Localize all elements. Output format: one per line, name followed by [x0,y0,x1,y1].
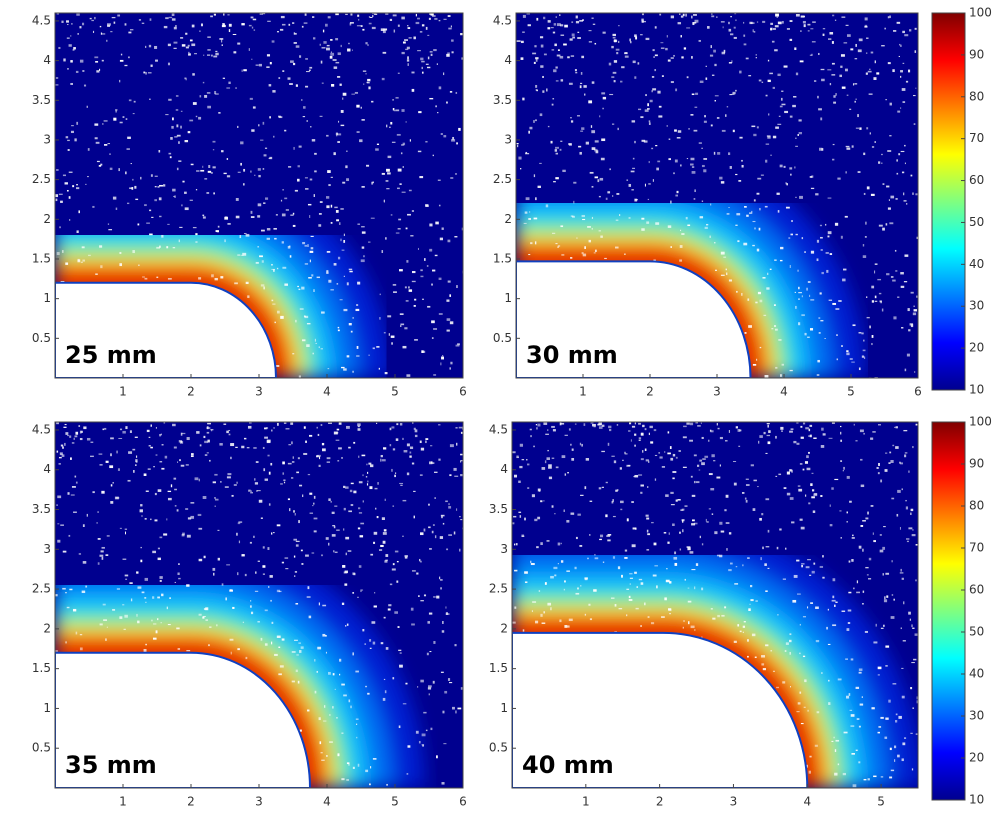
colorbar-tick-label: 80 [969,89,984,103]
x-tick-label: 2 [656,795,664,809]
colorbar-tick-label: 50 [969,625,984,639]
y-tick-label: 3 [43,132,51,146]
y-tick-label: 3.5 [32,502,51,516]
x-tick-label: 6 [459,385,467,399]
y-tick-label: 2 [504,212,512,226]
panel [516,13,920,380]
y-tick-label: 1.5 [32,251,51,265]
panel-label: 35 mm [65,751,157,779]
x-tick-label: 4 [323,385,331,399]
panel-label: 40 mm [522,751,614,779]
panel-label: 30 mm [526,341,618,369]
colorbar-tick-label: 40 [969,667,984,681]
panel [55,13,467,381]
colorbar-tick-label: 50 [969,215,984,229]
colorbar-tick-label: 30 [969,709,984,723]
colorbar-tick-label: 70 [969,541,984,555]
y-tick-label: 2.5 [32,172,51,186]
y-tick-label: 3 [504,132,512,146]
colorbar-tick-label: 10 [969,383,984,397]
x-tick-label: 6 [914,385,922,399]
x-tick-label: 3 [730,795,738,809]
y-tick-label: 4 [43,462,51,476]
y-tick-label: 1.5 [489,661,508,675]
x-tick-label: 1 [582,795,590,809]
colorbar-tick-label: 20 [969,341,984,355]
panel [512,422,922,790]
y-tick-label: 0.5 [32,331,51,345]
y-tick-label: 2.5 [32,582,51,596]
y-tick-label: 1 [43,291,51,305]
y-tick-label: 2.5 [493,172,512,186]
colorbar-tick-label: 40 [969,257,984,271]
y-tick-label: 3 [43,542,51,556]
colorbar-tick-label: 80 [969,499,984,513]
y-tick-label: 4.5 [493,13,512,27]
x-tick-label: 5 [847,385,855,399]
colorbar-tick-label: 30 [969,299,984,313]
colorbar-tick-label: 20 [969,751,984,765]
x-tick-label: 1 [119,385,127,399]
x-tick-label: 3 [713,385,721,399]
x-tick-label: 4 [803,795,811,809]
y-tick-label: 0.5 [493,331,512,345]
y-tick-label: 2 [500,621,508,635]
panel [55,422,467,789]
y-tick-label: 4.5 [489,422,508,436]
y-tick-label: 0.5 [489,741,508,755]
y-tick-label: 1 [43,701,51,715]
y-tick-label: 4 [500,462,508,476]
colorbar-tick-label: 90 [969,47,984,61]
x-tick-label: 1 [119,795,127,809]
y-tick-label: 1.5 [32,661,51,675]
x-tick-label: 6 [459,795,467,809]
colorbar-tick-label: 70 [969,131,984,145]
y-tick-label: 1.5 [493,251,512,265]
y-tick-label: 3.5 [489,502,508,516]
x-tick-label: 5 [391,385,399,399]
y-tick-label: 2.5 [489,582,508,596]
y-tick-label: 2 [43,621,51,635]
y-tick-label: 4 [43,53,51,67]
y-tick-label: 1 [504,291,512,305]
colorbar-tick-label: 100 [969,415,992,429]
y-tick-label: 3 [500,542,508,556]
x-tick-label: 4 [323,795,331,809]
colorbar-tick-label: 60 [969,173,984,187]
x-tick-label: 2 [187,795,195,809]
x-tick-label: 2 [187,385,195,399]
x-tick-label: 3 [255,385,263,399]
x-tick-label: 5 [877,795,885,809]
colorbar-tick-label: 90 [969,457,984,471]
y-tick-label: 3.5 [493,93,512,107]
y-tick-label: 4.5 [32,13,51,27]
x-tick-label: 1 [579,385,587,399]
y-tick-label: 4 [504,53,512,67]
colorbar [932,422,965,800]
y-tick-label: 2 [43,212,51,226]
colorbar-tick-label: 10 [969,793,984,807]
colorbar-tick-label: 100 [969,6,992,20]
colorbar [932,13,965,390]
y-tick-label: 4.5 [32,422,51,436]
x-tick-label: 2 [646,385,654,399]
x-tick-label: 5 [391,795,399,809]
x-tick-label: 4 [780,385,788,399]
y-tick-label: 1 [500,701,508,715]
y-tick-label: 0.5 [32,741,51,755]
panel-label: 25 mm [65,341,157,369]
colorbar-tick-label: 60 [969,583,984,597]
y-tick-label: 3.5 [32,93,51,107]
x-tick-label: 3 [255,795,263,809]
